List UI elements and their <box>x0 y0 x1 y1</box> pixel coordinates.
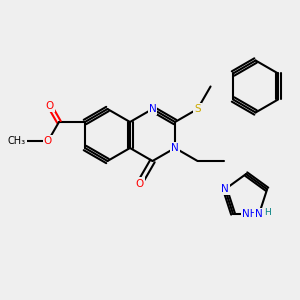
Text: O: O <box>46 101 54 111</box>
Text: N: N <box>171 143 179 153</box>
Text: N: N <box>221 184 229 194</box>
Text: O: O <box>44 136 52 146</box>
Text: NH: NH <box>242 209 257 219</box>
Text: H: H <box>264 208 271 217</box>
Text: N: N <box>255 209 263 219</box>
Text: O: O <box>135 178 144 188</box>
Text: N: N <box>148 104 156 114</box>
Text: CH₃: CH₃ <box>8 136 26 146</box>
Text: S: S <box>194 104 201 114</box>
